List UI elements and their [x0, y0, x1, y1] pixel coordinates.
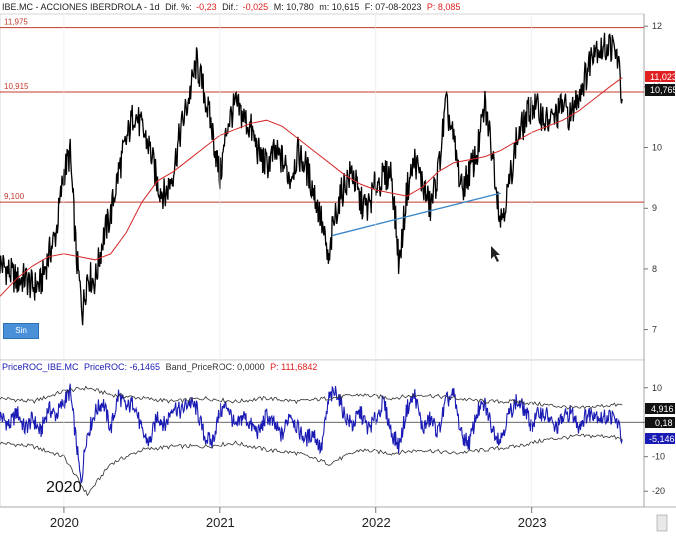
level-label-2: 10,915 — [4, 82, 29, 91]
last-price-badges: 11,023 10,765 4,916 0,18 -5,146 — [645, 71, 676, 444]
price-tick-7: 7 — [652, 325, 657, 335]
year-tick-2023: 2023 — [518, 515, 547, 530]
roc-lower-badge — [645, 433, 675, 444]
year-tick-2020: 2020 — [50, 515, 79, 530]
roc-lower-badge-label: -5,146 — [649, 434, 675, 444]
roc-upper-badge-label: 4,916 — [651, 404, 674, 414]
indicator-header: PriceROC_IBE.MC PriceROC: -6,1465 Band_P… — [2, 362, 317, 372]
roc-series-group — [0, 383, 644, 497]
price-tick-8: 8 — [652, 264, 657, 274]
price-tick-10: 10 — [652, 143, 662, 153]
upper-band-line — [0, 385, 623, 410]
roc-tick--20: -20 — [652, 486, 665, 496]
price-series-group — [0, 32, 623, 326]
price-panel — [0, 13, 645, 361]
last-price-badge-label: 10,765 — [650, 85, 676, 95]
annotation-2020: 2020 — [46, 479, 82, 496]
time-axis: 2020 2021 2022 2023 — [50, 14, 547, 530]
price-tick-12: 12 — [652, 21, 662, 31]
roc-line — [0, 383, 623, 484]
year-tick-2021: 2021 — [206, 515, 235, 530]
year-tick-2022: 2022 — [362, 515, 391, 530]
roc-tick--10: -10 — [652, 452, 665, 462]
last-price-badge — [645, 84, 675, 96]
support-resistance-levels: 11,975 10,915 9,100 — [0, 18, 644, 203]
orders-button[interactable]: Sin órdenes — [3, 323, 39, 349]
roc-tick-10: 10 — [652, 383, 662, 393]
roc-zero-badge — [645, 417, 675, 428]
level-label-3: 9,100 — [4, 192, 25, 201]
roc-panel — [0, 359, 645, 508]
price-y-axis: 789101112 — [644, 21, 662, 335]
lower-band-line — [0, 433, 623, 497]
chart-header: IBE.MC - ACCIONES IBERDROLA - 1d Dif. %:… — [2, 2, 460, 12]
level-label-1: 11,975 — [4, 18, 28, 27]
upper-price-badge — [645, 71, 675, 82]
moving-average-line — [0, 77, 623, 297]
mouse-cursor-icon — [491, 246, 500, 262]
trendline-group — [331, 192, 501, 237]
support-trendline — [331, 192, 501, 237]
roc-upper-badge — [645, 403, 675, 414]
time-scroll-handle[interactable] — [656, 514, 668, 532]
upper-price-badge-label: 11,023 — [650, 72, 676, 82]
roc-zero-badge-label: 0,18 — [655, 418, 673, 428]
price-line — [0, 32, 623, 326]
price-tick-9: 9 — [652, 203, 657, 213]
